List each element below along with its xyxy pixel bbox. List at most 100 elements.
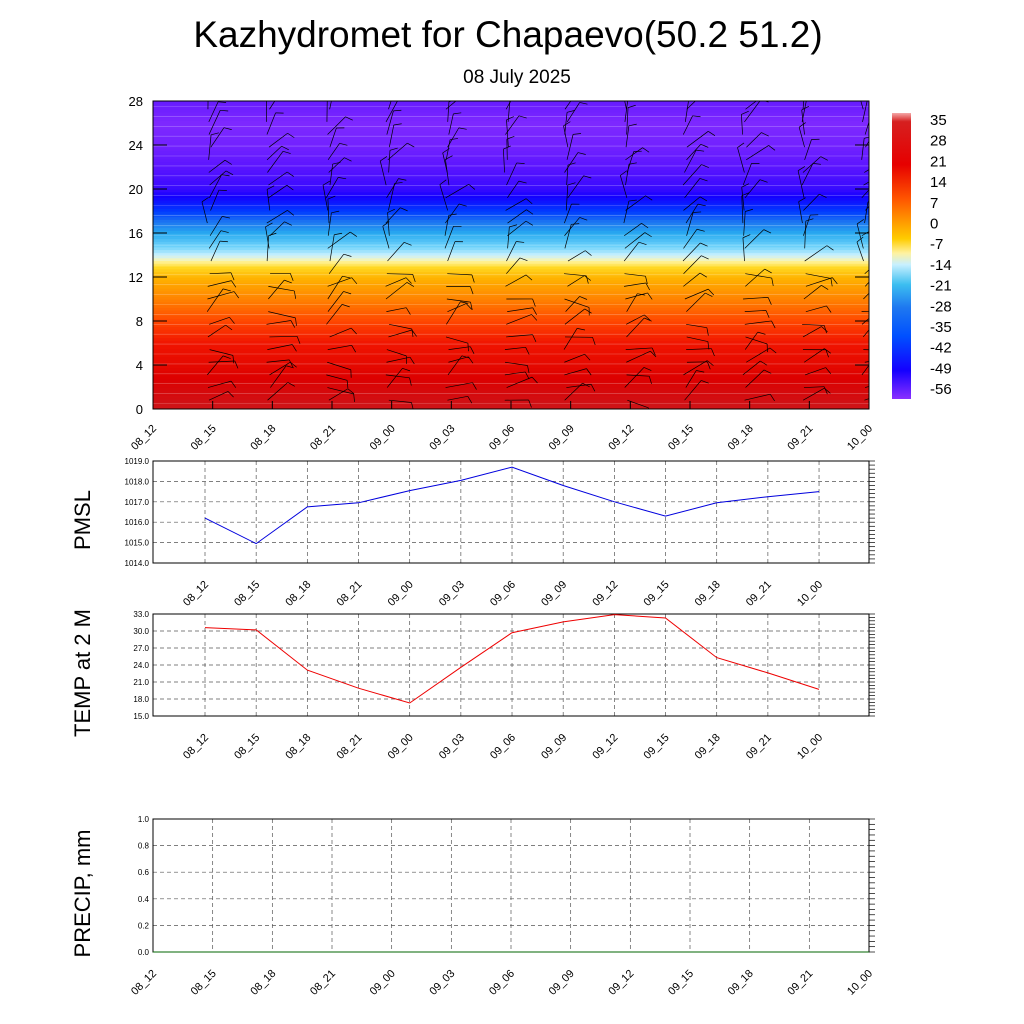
wind-barb	[564, 368, 587, 376]
heatmap-x-tick-label: 09_03	[427, 423, 457, 453]
heatmap-band	[153, 136, 869, 141]
y-tick-label: 15.0	[133, 712, 149, 721]
wind-barb-flag	[767, 297, 772, 305]
wind-barb-flag	[821, 285, 829, 290]
heatmap-band	[153, 252, 869, 256]
y-tick-label: 0.8	[138, 842, 150, 851]
wind-barb-flag	[699, 178, 708, 182]
heatmap-band	[153, 263, 869, 267]
wind-barb-flag	[458, 127, 467, 130]
heatmap-band	[153, 249, 869, 253]
wind-barb	[805, 273, 831, 279]
heatmap-band	[153, 145, 869, 149]
wind-barb-flag	[221, 174, 230, 177]
wind-barb	[620, 175, 628, 198]
wind-barb	[268, 171, 288, 186]
wind-barb-flag	[230, 380, 237, 388]
wind-barb-flag	[826, 305, 832, 313]
colorbar-label: -14	[930, 257, 952, 274]
wind-barb	[860, 101, 864, 110]
wind-barb-flag	[532, 334, 537, 343]
wind-barb	[505, 115, 520, 135]
wind-barb-flag	[407, 142, 415, 148]
wind-barb	[206, 288, 224, 312]
heatmap-band	[153, 164, 869, 168]
wind-barb	[387, 212, 390, 236]
wind-barb	[507, 220, 527, 237]
x-tick-label: 09_06	[487, 968, 517, 998]
wind-barb-flag	[737, 142, 745, 148]
heatmap-band	[153, 351, 869, 355]
wind-barb-flag	[645, 195, 653, 201]
wind-barb-flag	[763, 95, 770, 99]
wind-barb	[327, 277, 352, 287]
heatmap-band	[153, 178, 869, 182]
wind-barb	[684, 101, 689, 122]
wind-barb-flag	[592, 337, 596, 345]
colorbar-label: -56	[930, 381, 952, 398]
wind-barb-flag	[696, 228, 705, 232]
wind-barb	[268, 286, 295, 292]
wind-barb-flag	[708, 288, 715, 296]
wind-barb	[208, 101, 219, 123]
heatmap-band	[153, 389, 869, 394]
wind-barb-flag	[519, 257, 528, 262]
heatmap-y-tick-label: 16	[129, 226, 143, 241]
wind-barb	[445, 336, 469, 344]
x-tick-label: 09_18	[726, 968, 756, 998]
heatmap-band	[153, 156, 869, 160]
heatmap-band	[153, 244, 869, 248]
wind-barb	[567, 275, 585, 287]
x-tick-label: 09_12	[590, 579, 620, 609]
heatmap-band	[153, 310, 869, 314]
wind-barb	[798, 127, 805, 148]
heatmap-y-tick-label: 24	[129, 138, 143, 153]
x-tick-label: 09_18	[693, 579, 723, 609]
wind-barb-flag	[820, 156, 828, 161]
wind-barb-flag	[232, 355, 235, 364]
wind-barb	[684, 149, 697, 173]
x-tick-label: 08_18	[283, 732, 313, 762]
wind-barb	[329, 327, 352, 338]
heatmap-band	[153, 150, 869, 154]
wind-barb	[327, 344, 352, 350]
wind-barb	[742, 163, 752, 186]
wind-barb-flag	[525, 198, 533, 205]
wind-barb	[744, 393, 771, 401]
wind-barb-flag	[295, 317, 297, 326]
wind-barb	[329, 101, 332, 110]
wind-barb	[505, 361, 528, 366]
wind-barb-flag	[883, 173, 889, 178]
heatmap-band	[153, 354, 869, 358]
wind-barb	[388, 399, 412, 403]
wind-barb	[746, 145, 769, 161]
wind-barb	[386, 307, 407, 312]
heatmap-band	[153, 282, 869, 286]
wind-barb	[563, 328, 578, 350]
heatmap-band	[153, 216, 869, 220]
wind-barb	[746, 347, 771, 363]
heatmap-y-axis: 0 4 8 12 16 20 24 28	[129, 94, 869, 417]
wind-barb-flag	[856, 81, 862, 86]
wind-barb-flag	[412, 274, 416, 283]
heatmap-band	[153, 167, 869, 171]
wind-barb-flag	[463, 95, 470, 99]
wind-barb-flag	[581, 87, 589, 89]
wind-barb	[385, 277, 407, 287]
wind-barb	[564, 353, 585, 363]
heatmap-band	[153, 147, 869, 152]
wind-barb	[386, 178, 399, 198]
heatmap-band	[153, 175, 869, 179]
wind-barb-flag	[621, 80, 628, 84]
wind-barb-flag	[798, 197, 806, 202]
wind-barb	[802, 387, 825, 401]
wind-barb-flag	[645, 282, 651, 291]
wind-barb	[683, 360, 708, 376]
wind-barb	[207, 380, 232, 388]
wind-barb	[209, 272, 232, 275]
wind-barb-flag	[707, 341, 710, 350]
heatmap-band	[153, 117, 869, 121]
wind-barb-flag	[697, 203, 706, 207]
heatmap-x-tick-label: 08_18	[248, 423, 278, 453]
wind-barb	[802, 323, 825, 326]
